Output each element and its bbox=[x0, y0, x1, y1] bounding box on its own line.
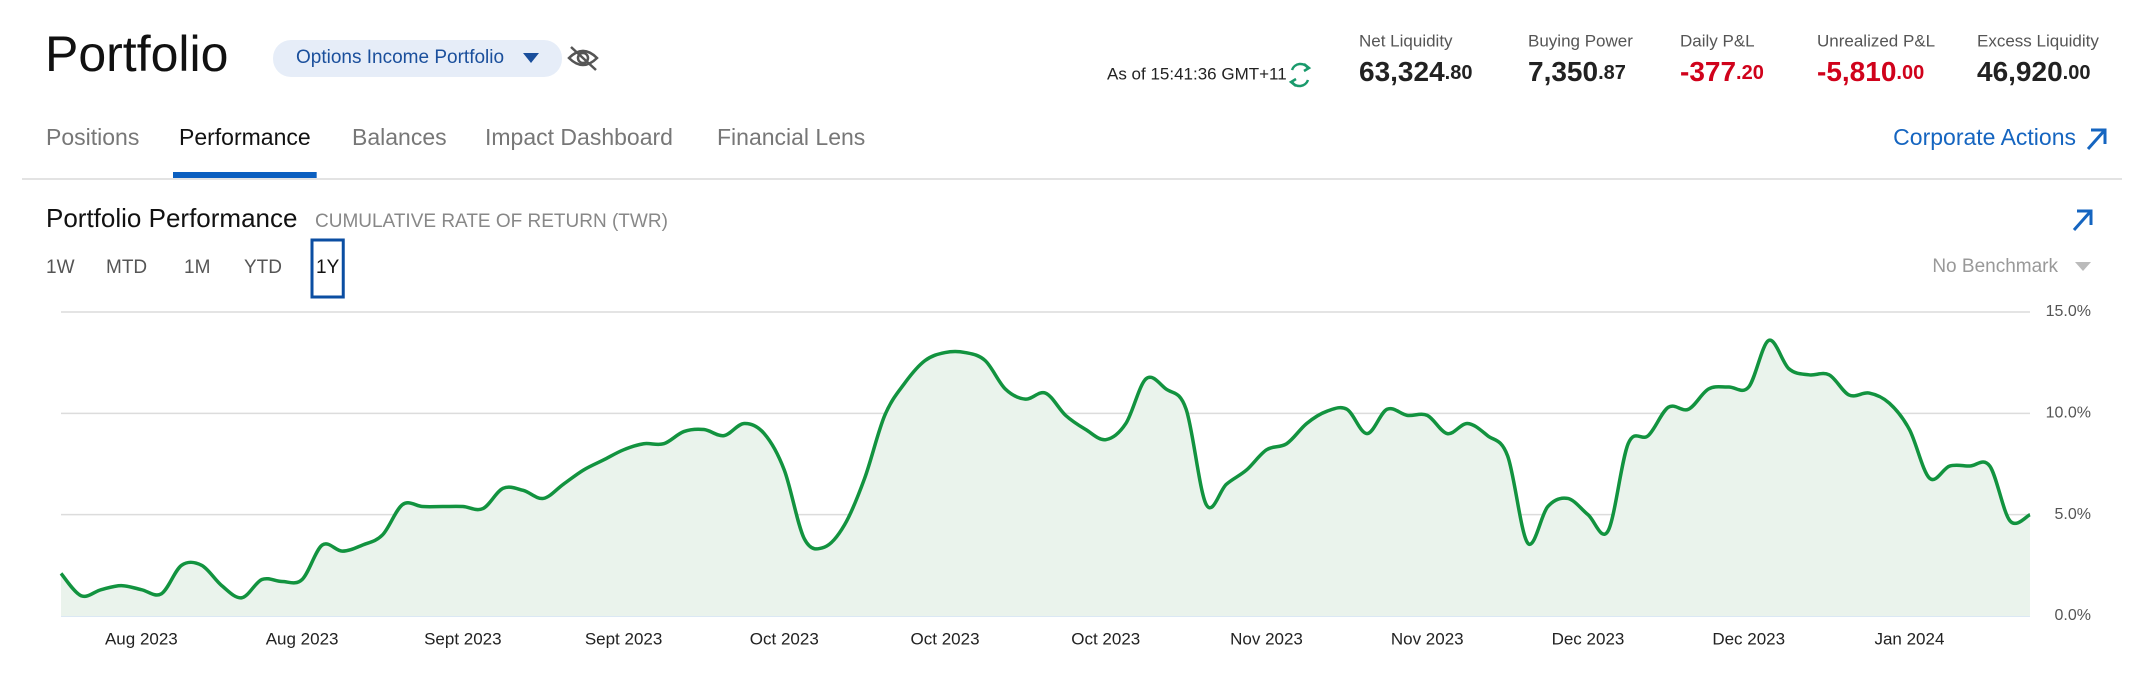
x-tick-label: Aug 2023 bbox=[105, 629, 178, 648]
y-tick-label: 15.0% bbox=[2046, 303, 2091, 320]
corporate-actions-link[interactable]: Corporate Actions bbox=[1893, 124, 2076, 150]
benchmark-selector[interactable]: No Benchmark bbox=[1932, 256, 2058, 277]
metric-fraction: .87 bbox=[1598, 62, 1626, 84]
x-tick-label: Oct 2023 bbox=[750, 629, 819, 648]
selected-range-outline bbox=[310, 238, 345, 299]
x-tick-label: Jan 2024 bbox=[1874, 629, 1944, 648]
y-tick-label: 5.0% bbox=[2055, 506, 2091, 523]
x-tick-label: Aug 2023 bbox=[266, 629, 339, 648]
active-tab-underline bbox=[173, 172, 317, 178]
metric-label: Excess Liquidity bbox=[1977, 31, 2099, 50]
external-link-icon[interactable] bbox=[2086, 128, 2107, 150]
panel-subtitle: CUMULATIVE RATE OF RETURN (TWR) bbox=[315, 211, 668, 232]
metric-whole: 46,920 bbox=[1977, 56, 2063, 87]
x-tick-label: Sept 2023 bbox=[424, 629, 502, 648]
expand-icon[interactable] bbox=[2072, 209, 2093, 231]
hide-values-icon[interactable] bbox=[567, 46, 599, 71]
metric-value: -5,810.00 bbox=[1817, 56, 1924, 87]
tab[interactable]: Performance bbox=[179, 124, 311, 150]
x-tick-label: Oct 2023 bbox=[911, 629, 980, 648]
metric-label: Buying Power bbox=[1528, 31, 1633, 50]
y-tick-label: 10.0% bbox=[2046, 405, 2091, 422]
tab[interactable]: Positions bbox=[46, 124, 139, 150]
page-title: Portfolio bbox=[45, 26, 228, 82]
metric-value: 7,350.87 bbox=[1528, 56, 1626, 87]
range-button[interactable]: 1Y bbox=[316, 257, 340, 278]
metric-value: 63,324.80 bbox=[1359, 56, 1472, 87]
range-button[interactable]: 1M bbox=[184, 257, 210, 278]
metric-whole: -5,810 bbox=[1817, 56, 1896, 87]
x-tick-label: Nov 2023 bbox=[1230, 629, 1303, 648]
tab[interactable]: Impact Dashboard bbox=[485, 124, 673, 150]
x-tick-label: Nov 2023 bbox=[1391, 629, 1464, 648]
panel-title: Portfolio Performance bbox=[46, 203, 297, 233]
refresh-icon[interactable] bbox=[1288, 62, 1312, 88]
account-selector[interactable] bbox=[273, 40, 562, 77]
metric-fraction: .00 bbox=[1896, 62, 1924, 84]
tab[interactable]: Financial Lens bbox=[717, 124, 865, 150]
benchmark-caret[interactable] bbox=[2075, 262, 2091, 271]
metric-label: Net Liquidity bbox=[1359, 31, 1453, 50]
account-metrics: Net Liquidity 63,324.80 Buying Power 7,350.… bbox=[1359, 31, 2099, 87]
metric-value: 46,920.00 bbox=[1977, 56, 2090, 87]
metric-label: Unrealized P&L bbox=[1817, 31, 1935, 50]
metric-fraction: .00 bbox=[2063, 62, 2091, 84]
as-of-time: As of 15:41:36 GMT+11 bbox=[1107, 64, 1287, 83]
x-tick-label: Oct 2023 bbox=[1071, 629, 1140, 648]
x-tick-label: Sept 2023 bbox=[585, 629, 663, 648]
metric-label: Daily P&L bbox=[1680, 31, 1755, 50]
metric-whole: -377 bbox=[1680, 56, 1736, 87]
metric-fraction: .20 bbox=[1736, 62, 1764, 84]
dropdown-caret[interactable] bbox=[523, 53, 539, 63]
tab[interactable]: Balances bbox=[352, 124, 447, 150]
metric-value: -377.20 bbox=[1680, 56, 1764, 87]
x-tick-label: Dec 2023 bbox=[1552, 629, 1625, 648]
metric-whole: 7,350 bbox=[1528, 56, 1598, 87]
y-tick-label: 0.0% bbox=[2055, 607, 2091, 624]
range-button[interactable]: MTD bbox=[106, 257, 147, 278]
range-button[interactable]: YTD bbox=[244, 257, 282, 278]
account-name[interactable]: Options Income Portfolio bbox=[296, 47, 504, 68]
area-fill bbox=[61, 340, 2030, 616]
range-button[interactable]: 1W bbox=[46, 257, 75, 278]
metric-whole: 63,324 bbox=[1359, 56, 1445, 87]
x-tick-label: Dec 2023 bbox=[1712, 629, 1785, 648]
metric-fraction: .80 bbox=[1445, 62, 1473, 84]
return-line bbox=[59, 338, 2031, 600]
